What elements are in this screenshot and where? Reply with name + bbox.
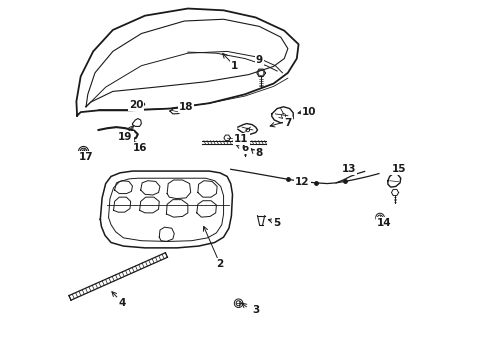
Text: 9: 9 xyxy=(256,55,263,65)
Text: 12: 12 xyxy=(295,177,309,187)
Text: 19: 19 xyxy=(118,132,132,142)
Text: 13: 13 xyxy=(342,164,356,174)
Text: 7: 7 xyxy=(284,118,292,128)
Text: 14: 14 xyxy=(377,218,392,228)
Text: 8: 8 xyxy=(256,148,263,158)
Text: 17: 17 xyxy=(79,152,94,162)
Text: 11: 11 xyxy=(234,134,249,144)
Text: 18: 18 xyxy=(179,102,194,112)
Text: 4: 4 xyxy=(118,298,125,308)
Text: 15: 15 xyxy=(392,164,406,174)
Text: 10: 10 xyxy=(302,107,317,117)
Text: 3: 3 xyxy=(252,305,259,315)
Text: 2: 2 xyxy=(217,259,223,269)
Text: 5: 5 xyxy=(273,218,281,228)
Text: 16: 16 xyxy=(132,143,147,153)
Text: 20: 20 xyxy=(129,100,143,110)
Text: 6: 6 xyxy=(242,143,248,153)
Text: 1: 1 xyxy=(231,61,238,71)
